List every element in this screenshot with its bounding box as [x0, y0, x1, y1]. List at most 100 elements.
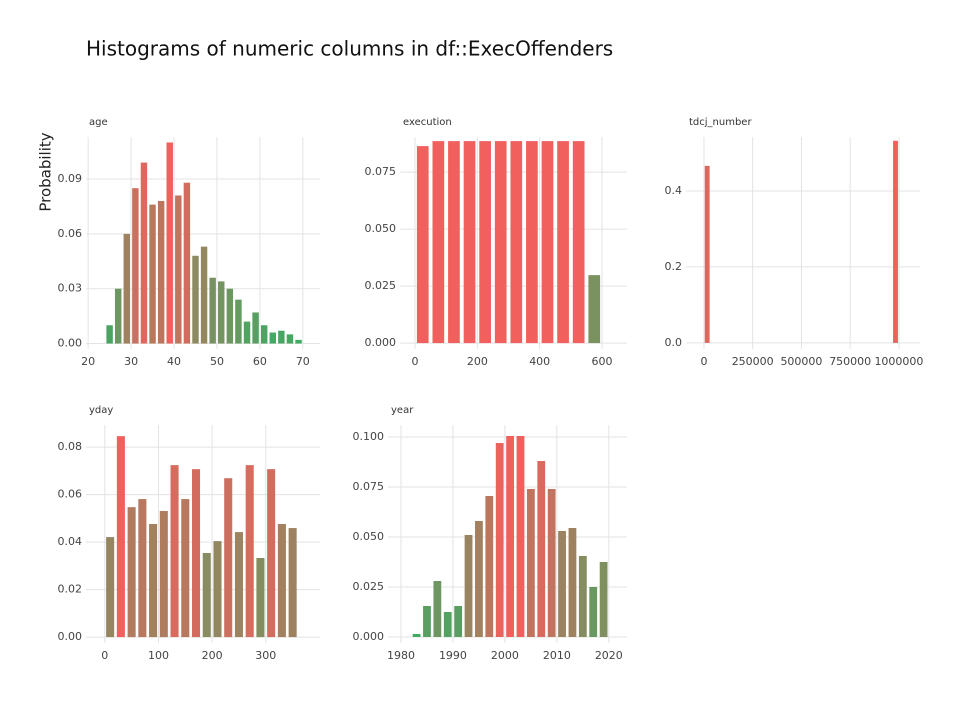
bar: [132, 188, 139, 344]
y-tick-label: 0.025: [353, 580, 385, 593]
bar: [589, 587, 598, 637]
bar: [106, 325, 113, 344]
bar: [599, 562, 608, 637]
y-tick-label: 0.06: [58, 227, 83, 240]
x-tick-label: 1000000: [874, 355, 923, 368]
y-tick-label: 0.04: [58, 535, 83, 548]
bar: [475, 521, 483, 637]
bar: [159, 510, 168, 638]
y-tick-label: 0.08: [58, 440, 83, 453]
y-tick-label: 0.2: [665, 260, 683, 273]
x-tick-label: 500000: [780, 355, 822, 368]
y-tick-label: 0.000: [353, 630, 385, 643]
bar: [295, 339, 302, 344]
bar: [558, 531, 566, 637]
y-tick-label: 0.000: [365, 336, 397, 349]
y-tick-label: 0.4: [665, 184, 683, 197]
bar: [149, 204, 156, 344]
bar: [123, 233, 131, 344]
y-tick-label: 0.09: [58, 172, 83, 185]
bar: [209, 277, 216, 344]
bar: [288, 528, 297, 638]
x-tick-label: 30: [124, 355, 138, 368]
x-tick-label: 1990: [439, 649, 467, 662]
bar: [202, 552, 211, 638]
x-tick-label: 60: [253, 355, 267, 368]
bar: [260, 325, 268, 344]
x-tick-label: 0: [411, 355, 418, 368]
y-tick-label: 0.0: [665, 336, 683, 349]
x-tick-label: 400: [529, 355, 550, 368]
facet-title: tdcj_number: [689, 117, 752, 128]
x-tick-label: 40: [167, 355, 181, 368]
bar: [547, 489, 556, 637]
bar: [432, 141, 445, 344]
bar: [200, 246, 208, 344]
bar: [495, 443, 504, 637]
bar: [269, 332, 276, 344]
bar: [443, 612, 452, 637]
bar: [454, 606, 463, 637]
bar: [557, 141, 569, 344]
bar: [192, 255, 199, 344]
x-tick-label: 0: [700, 355, 707, 368]
bar: [106, 537, 115, 638]
y-tick-label: 0.00: [58, 630, 83, 643]
x-tick-label: 600: [592, 355, 613, 368]
x-tick-label: 2010: [543, 649, 571, 662]
bar: [516, 436, 525, 637]
bar: [578, 556, 587, 637]
bar: [464, 535, 473, 637]
bar: [463, 141, 476, 344]
bar: [433, 581, 442, 637]
x-tick-label: 100: [148, 649, 169, 662]
y-tick-label: 0.100: [353, 430, 385, 443]
bar: [149, 524, 158, 638]
bar: [224, 478, 233, 638]
bar: [704, 165, 710, 343]
x-tick-label: 0: [101, 649, 108, 662]
x-tick-label: 2020: [595, 649, 623, 662]
bar: [226, 288, 234, 344]
bar: [116, 436, 125, 638]
bar: [494, 141, 507, 344]
bar: [140, 162, 148, 344]
y-tick-label: 0.050: [353, 530, 385, 543]
bar: [191, 469, 201, 638]
bar: [485, 496, 494, 637]
x-tick-label: 20: [81, 355, 95, 368]
facet-title: execution: [403, 117, 452, 128]
bar: [588, 275, 601, 344]
x-tick-label: 2000: [491, 649, 519, 662]
y-tick-label: 0.075: [353, 480, 385, 493]
y-tick-label: 0.03: [58, 282, 83, 295]
bar: [277, 524, 286, 638]
x-tick-label: 250000: [732, 355, 774, 368]
bar: [235, 299, 242, 344]
bar: [166, 142, 173, 344]
bar: [157, 200, 165, 344]
y-tick-label: 0.00: [58, 337, 83, 350]
facet-title: year: [391, 405, 414, 416]
x-tick-label: 300: [255, 649, 276, 662]
bar: [218, 281, 225, 344]
bar: [243, 321, 251, 344]
bar: [170, 465, 179, 638]
y-tick-label: 0.050: [365, 222, 397, 235]
bar: [479, 141, 491, 344]
y-tick-label: 0.06: [58, 488, 83, 501]
bar: [568, 528, 577, 637]
bar: [572, 141, 585, 344]
x-tick-label: 1980: [387, 649, 415, 662]
bar: [286, 334, 294, 344]
bar: [541, 141, 554, 344]
bar: [537, 461, 546, 637]
bar: [448, 141, 460, 344]
y-tick-label: 0.025: [365, 279, 397, 292]
chart-title: Histograms of numeric columns in df::Exe…: [86, 37, 613, 61]
bar: [506, 436, 514, 637]
y-axis-label: Probability: [37, 132, 55, 211]
bar: [267, 469, 276, 638]
bar: [510, 141, 523, 344]
bar: [423, 606, 431, 637]
